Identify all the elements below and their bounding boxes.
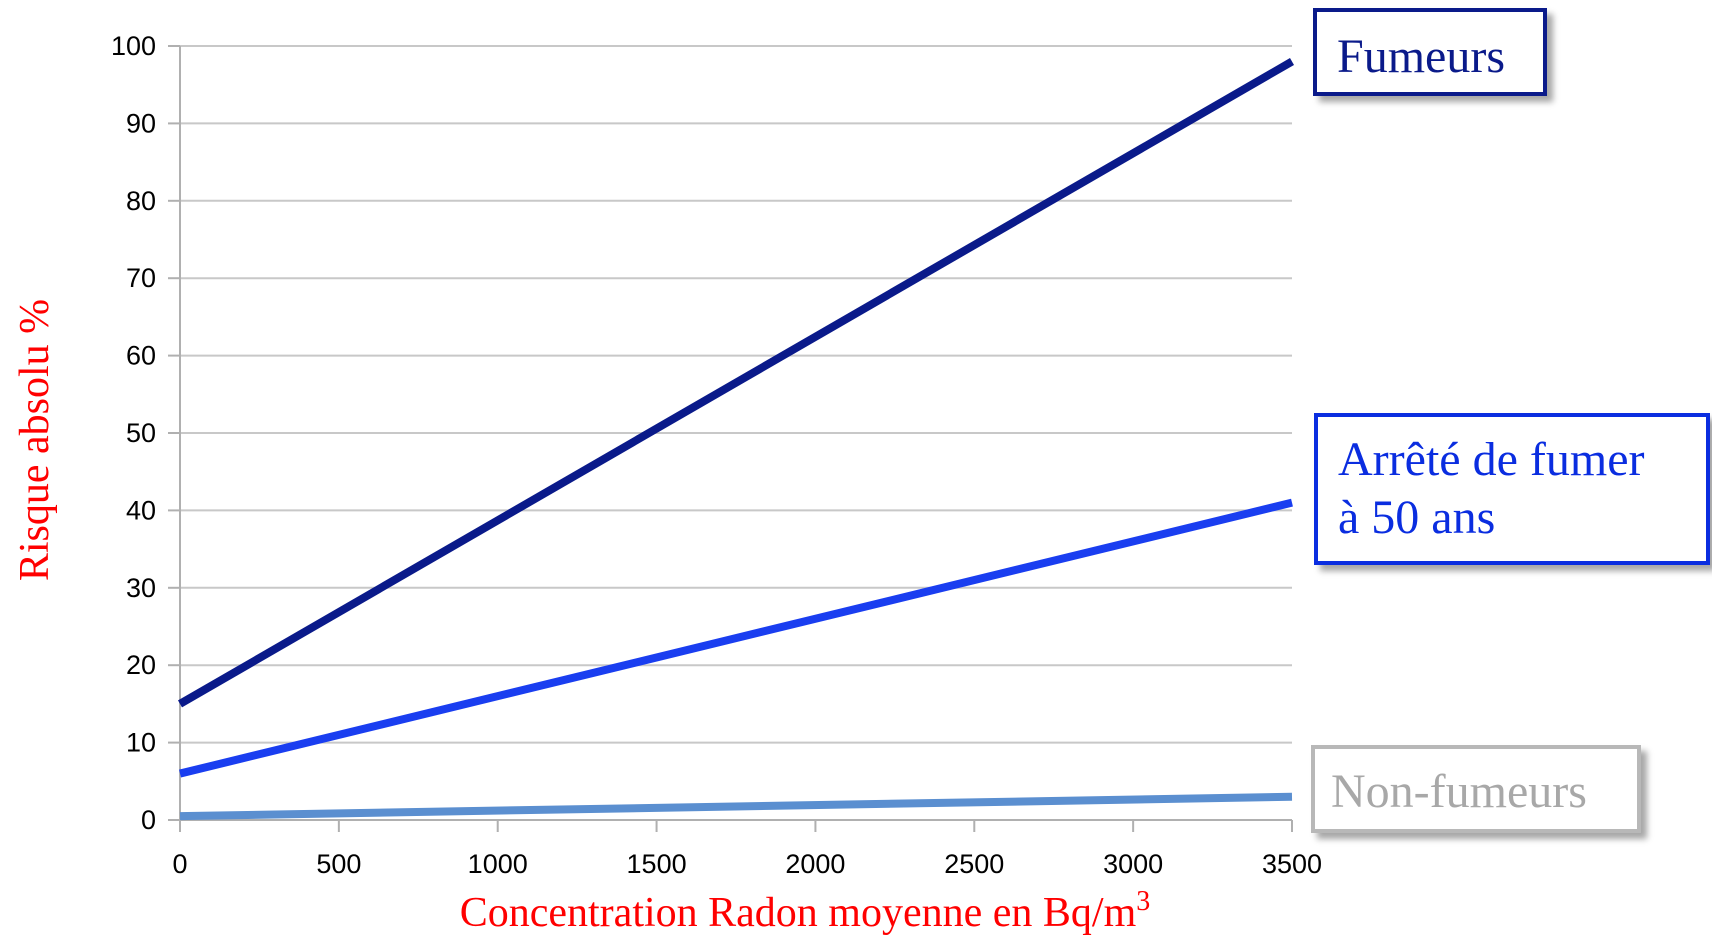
x-tick-label: 1500 bbox=[627, 849, 687, 879]
y-tick-label: 50 bbox=[126, 418, 156, 448]
y-tick-label: 70 bbox=[126, 263, 156, 293]
legend-arrete-label-line1: Arrêté de fumer bbox=[1338, 433, 1645, 486]
x-tick-label: 0 bbox=[172, 849, 187, 879]
legend-non-fumeurs: Non-fumeurs bbox=[1311, 745, 1641, 833]
y-tick-label: 100 bbox=[111, 31, 156, 61]
legend-non-fumeurs-label: Non-fumeurs bbox=[1331, 765, 1587, 818]
series-line-0 bbox=[177, 58, 1295, 708]
x-axis-title-text: Concentration Radon moyenne en Bq/m bbox=[460, 890, 1137, 936]
x-tick-label: 2500 bbox=[944, 849, 1004, 879]
y-tick-label: 80 bbox=[126, 186, 156, 216]
y-tick-label: 0 bbox=[141, 805, 156, 835]
x-tick-label: 3500 bbox=[1262, 849, 1322, 879]
y-tick-label: 20 bbox=[126, 650, 156, 680]
legend-arrete-label-line2: à 50 ans bbox=[1338, 491, 1496, 544]
legend-arrete-de-fumer: Arrêté de fumer à 50 ans bbox=[1314, 413, 1710, 565]
y-tick-label: 30 bbox=[126, 573, 156, 603]
x-axis-title: Concentration Radon moyenne en Bq/m3 bbox=[460, 886, 1151, 936]
series-lines bbox=[177, 58, 1295, 821]
legend-fumeurs: Fumeurs bbox=[1313, 8, 1547, 96]
series-line-2 bbox=[179, 792, 1293, 821]
x-tick-label: 1000 bbox=[468, 849, 528, 879]
series-line-1 bbox=[179, 498, 1293, 778]
x-tick-label: 500 bbox=[316, 849, 361, 879]
y-tick-label: 90 bbox=[126, 108, 156, 138]
gridlines bbox=[180, 45, 1292, 744]
legend-fumeurs-label: Fumeurs bbox=[1337, 30, 1505, 83]
x-tick-label: 2000 bbox=[785, 849, 845, 879]
y-tick-labels: 0 10 20 30 40 50 60 70 80 90 100 bbox=[111, 31, 156, 835]
axes bbox=[168, 45, 1293, 832]
y-tick-label: 60 bbox=[126, 341, 156, 371]
y-tick-label: 40 bbox=[126, 495, 156, 525]
x-tick-label: 3000 bbox=[1103, 849, 1163, 879]
x-axis-title-superscript: 3 bbox=[1136, 886, 1150, 917]
y-axis-title: Risque absolu % bbox=[12, 299, 58, 581]
y-tick-label: 10 bbox=[126, 728, 156, 758]
x-tick-labels: 0 500 1000 1500 2000 2500 3000 3500 bbox=[172, 849, 1322, 879]
